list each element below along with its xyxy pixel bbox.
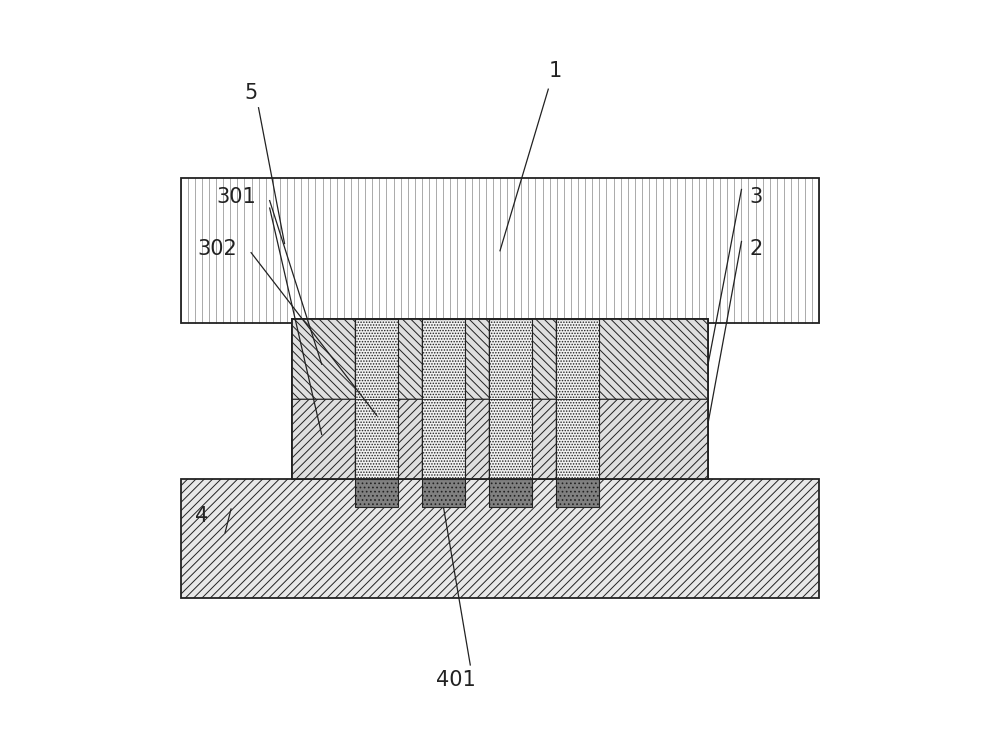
Bar bbox=[292, 319, 708, 479]
Bar bbox=[422, 479, 465, 507]
Bar bbox=[465, 400, 489, 479]
Bar bbox=[489, 319, 532, 479]
Bar bbox=[181, 178, 819, 323]
Bar bbox=[292, 400, 355, 479]
Bar bbox=[599, 319, 708, 400]
Bar bbox=[355, 479, 398, 507]
Text: 401: 401 bbox=[436, 670, 475, 690]
Bar bbox=[556, 319, 599, 479]
Text: 301: 301 bbox=[216, 187, 256, 207]
Bar bbox=[556, 479, 599, 507]
Bar bbox=[398, 319, 422, 400]
Bar bbox=[532, 319, 556, 400]
Text: 3: 3 bbox=[750, 187, 763, 207]
Text: 1: 1 bbox=[549, 61, 562, 80]
Bar bbox=[355, 319, 398, 479]
Text: 2: 2 bbox=[750, 239, 763, 259]
Text: 4: 4 bbox=[195, 507, 208, 526]
Bar bbox=[532, 400, 556, 479]
Bar bbox=[422, 319, 465, 479]
Bar bbox=[465, 319, 489, 400]
Text: 302: 302 bbox=[198, 239, 238, 259]
Bar bbox=[292, 319, 355, 400]
Bar bbox=[489, 479, 532, 507]
Text: 5: 5 bbox=[244, 83, 258, 103]
Bar bbox=[398, 400, 422, 479]
Bar bbox=[292, 319, 708, 479]
Bar bbox=[181, 178, 819, 323]
Bar bbox=[599, 400, 708, 479]
Bar bbox=[181, 479, 819, 598]
